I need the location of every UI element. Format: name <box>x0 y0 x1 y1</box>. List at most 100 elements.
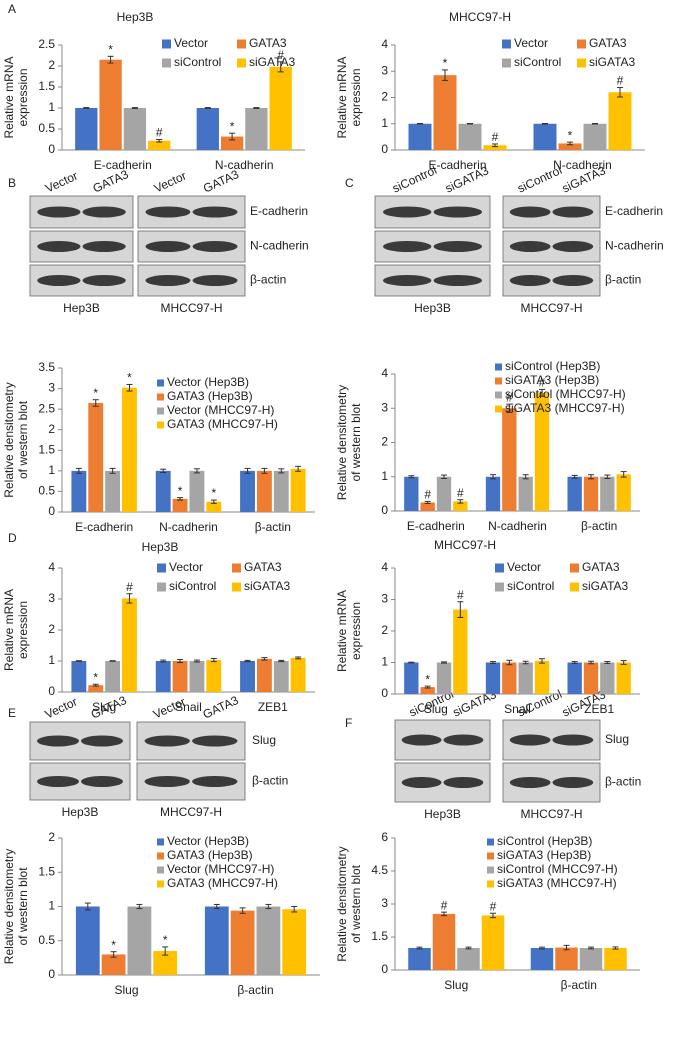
significance-marker: # <box>441 898 448 912</box>
bar <box>616 474 631 511</box>
lane-label: Vector <box>43 169 80 196</box>
bar <box>453 609 468 694</box>
blot-band <box>509 734 551 746</box>
bar <box>558 143 582 150</box>
blot-row-label: β-actin <box>605 273 641 287</box>
legend-swatch <box>157 421 164 429</box>
significance-marker: * <box>127 371 132 385</box>
blot-band <box>509 777 551 788</box>
blot-row-label: N-cadherin <box>250 239 309 253</box>
blot-row-label: β-actin <box>252 774 288 788</box>
cell-line-label: MHCC97-H <box>520 807 582 821</box>
bar <box>616 662 631 694</box>
y-tick-label: 0 <box>381 686 388 700</box>
bar <box>485 476 501 511</box>
x-tick-label: Slug <box>114 983 138 997</box>
x-tick-label: Snail <box>504 702 531 716</box>
lane-label: Vector <box>43 695 80 722</box>
legend-label: siGATA3 (Hep3B) <box>497 848 591 862</box>
legend-label: Vector (MHCC97-H) <box>167 403 274 417</box>
cell-line-label: MHCC97-H <box>160 301 222 315</box>
bar <box>122 598 137 692</box>
legend-swatch <box>157 838 164 846</box>
bar <box>567 476 582 511</box>
bar <box>206 660 222 692</box>
legend-swatch <box>232 563 241 573</box>
legend-swatch <box>495 377 502 385</box>
significance-marker: # <box>492 130 499 144</box>
y-tick-label: 2.5 <box>38 37 55 51</box>
significance-marker: # <box>424 488 431 502</box>
cell-line-label: MHCC97-H <box>520 301 582 315</box>
legend-swatch <box>157 379 164 387</box>
bar <box>71 470 87 512</box>
y-axis-label: Relative mRNA <box>335 590 349 672</box>
cell-line-label: MHCC97-H <box>160 805 222 819</box>
y-tick-label: 4.5 <box>371 863 388 877</box>
y-tick-label: 2 <box>381 90 388 104</box>
y-tick-label: 1.5 <box>38 442 55 456</box>
blot-band <box>192 206 238 218</box>
y-axis-label: Relative mRNA <box>2 589 16 671</box>
x-tick-label: N-cadherin <box>215 158 274 172</box>
panel-label: F <box>345 716 352 730</box>
blot-band <box>82 206 126 218</box>
legend-label: siGATA3 <box>582 579 629 593</box>
y-axis-label: Relative densitometry <box>2 849 16 964</box>
bar <box>502 662 517 694</box>
legend-swatch <box>157 563 166 573</box>
bar <box>290 657 306 692</box>
bar <box>71 661 87 692</box>
legend-label: Vector (Hep3B) <box>167 834 249 848</box>
bar <box>172 498 188 512</box>
y-tick-label: 3 <box>381 592 388 606</box>
y-axis-label: expression <box>16 68 30 126</box>
legend-label: GATA3 <box>249 36 287 50</box>
bar <box>196 108 219 150</box>
bar <box>282 909 307 975</box>
legend-label: Vector (Hep3B) <box>167 375 249 389</box>
legend-swatch <box>487 866 494 874</box>
blot-band <box>82 241 126 252</box>
bar <box>99 59 122 151</box>
legend-swatch <box>495 363 502 371</box>
bar <box>240 470 255 512</box>
bar <box>502 408 517 511</box>
legend-label: siGATA3 (MHCC97-H) <box>505 401 625 415</box>
legend-swatch <box>577 58 586 68</box>
significance-marker: * <box>178 484 183 498</box>
y-tick-label: 1 <box>381 469 388 483</box>
significance-marker: # <box>156 126 163 140</box>
bar <box>481 915 505 970</box>
bar <box>458 123 482 150</box>
significance-marker: * <box>230 119 235 133</box>
bar <box>583 123 607 150</box>
legend-label: GATA3 <box>244 560 282 574</box>
blot-row-label: Slug <box>252 733 276 747</box>
blot-row-label: Slug <box>605 732 629 746</box>
significance-marker: # <box>506 390 513 404</box>
blot-band <box>192 275 238 286</box>
bar <box>436 476 452 511</box>
blot-band <box>383 241 432 252</box>
x-tick-label: β-actin <box>237 983 273 997</box>
legend-swatch <box>577 39 586 49</box>
legend-swatch <box>157 407 164 415</box>
panel-label: C <box>345 176 354 190</box>
bar <box>148 140 171 150</box>
legend-swatch <box>157 880 164 888</box>
bar <box>273 470 289 512</box>
legend-label: Vector <box>174 36 208 50</box>
legend-swatch <box>157 852 164 860</box>
blot-band <box>433 206 482 218</box>
y-axis-label: Relative densitometry <box>2 382 16 497</box>
bar <box>153 951 178 975</box>
bar <box>273 661 289 692</box>
x-tick-label: Snail <box>175 700 202 714</box>
significance-marker: * <box>93 386 98 400</box>
bar <box>408 948 431 970</box>
bar <box>245 108 268 150</box>
y-tick-label: 0 <box>48 684 55 698</box>
significance-marker: # <box>457 486 464 500</box>
x-tick-label: β-actin <box>255 520 291 534</box>
